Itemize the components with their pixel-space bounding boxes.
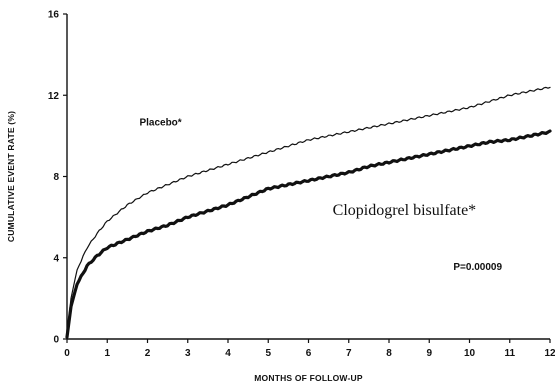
- clopidogrel-label: Clopidogrel bisulfate*: [333, 202, 477, 219]
- x-axis-title: MONTHS OF FOLLOW-UP: [254, 373, 363, 383]
- x-tick-label: 8: [386, 348, 392, 359]
- x-tick-label: 1: [104, 348, 110, 359]
- series: [65, 86, 552, 339]
- y-tick-label: 0: [53, 335, 59, 346]
- y-tick-label: 12: [48, 91, 60, 102]
- y-tick-label: 16: [48, 10, 60, 21]
- x-tick-label: 11: [504, 348, 515, 359]
- x-tick-label: 9: [426, 348, 432, 359]
- x-tick-label: 4: [225, 348, 231, 359]
- y-tick-label: 8: [53, 172, 59, 183]
- axes: [66, 14, 550, 340]
- placebo-series-line: [66, 86, 551, 336]
- p-value-label: P=0.00009: [453, 262, 502, 273]
- x-tick-label: 0: [64, 348, 70, 359]
- placebo-label: Placebo*: [139, 118, 181, 129]
- y-axis-title: CUMULATIVE EVENT RATE (%): [6, 111, 16, 242]
- x-tick-label: 6: [306, 348, 312, 359]
- x-tick-label: 12: [544, 348, 555, 359]
- x-tick-label: 3: [185, 348, 191, 359]
- y-tick-label: 4: [53, 253, 59, 264]
- annotations: Placebo* Clopidogrel bisulfate* P=0.00009: [139, 118, 502, 273]
- x-tick-label: 2: [145, 348, 151, 359]
- x-tick-label: 10: [464, 348, 476, 359]
- clopidogrel-series-line: [65, 129, 552, 339]
- x-tick-label: 7: [346, 348, 352, 359]
- x-tick-label: 5: [265, 348, 271, 359]
